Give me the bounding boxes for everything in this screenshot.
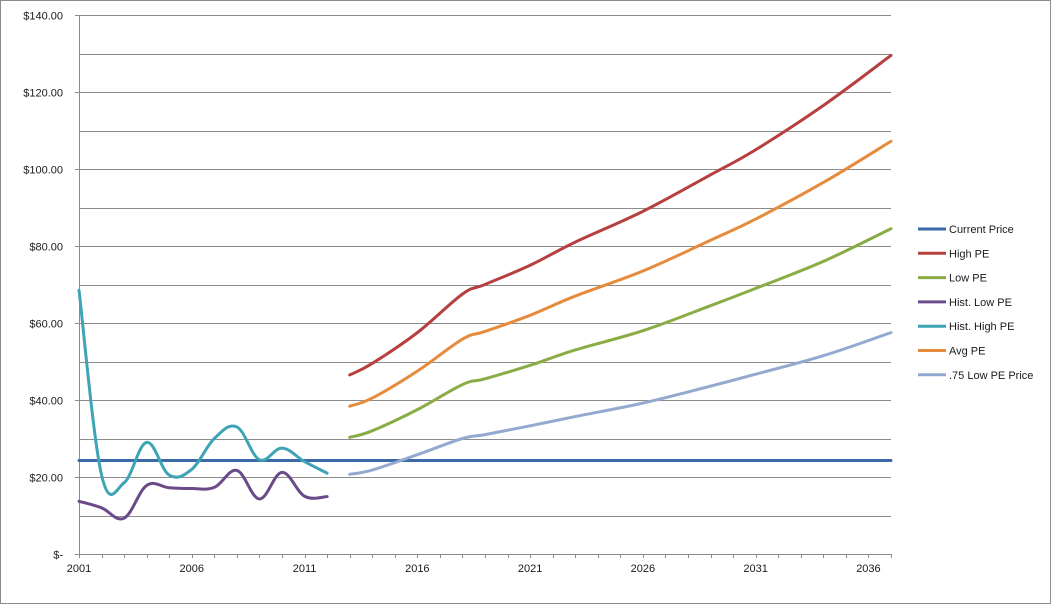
- series-lines: [77, 53, 893, 521]
- legend-entry: Avg PE: [918, 346, 986, 358]
- legend: Current Price High PE Low PE Hist. Low PE Hi…: [918, 224, 1033, 382]
- y-tick-label: $80.00: [29, 242, 63, 254]
- legend-label: Hist. High PE: [949, 321, 1014, 333]
- legend-entry: Current Price: [918, 224, 1014, 236]
- x-tick-label: 2016: [405, 563, 429, 575]
- x-tick-label: 2011: [293, 563, 317, 575]
- legend-entry: Hist. High PE: [918, 321, 1014, 333]
- series-line-low-pe: [348, 227, 893, 439]
- series-line-hist-high-pe: [77, 288, 329, 496]
- series-line-avg-pe: [348, 139, 893, 408]
- y-tick-label: $60.00: [29, 319, 63, 331]
- series-line-hist-low-pe: [77, 468, 329, 521]
- legend-entry: .75 Low PE Price: [918, 370, 1033, 382]
- y-tick-label: $40.00: [29, 396, 63, 408]
- series-line-75-low-pe-price: [348, 331, 893, 476]
- legend-label: High PE: [949, 248, 989, 260]
- x-tick-label: 2031: [743, 563, 767, 575]
- legend-label: Avg PE: [949, 346, 986, 358]
- axes: [75, 15, 892, 558]
- legend-label: Current Price: [949, 224, 1014, 236]
- y-tick-label: $120.00: [23, 88, 63, 100]
- gridlines: [79, 15, 891, 517]
- y-tick-label: $140.00: [23, 11, 63, 23]
- y-tick-label: $-: [53, 550, 63, 562]
- x-tick-label: 2026: [631, 563, 655, 575]
- legend-entry: Hist. Low PE: [918, 297, 1012, 309]
- legend-label: Low PE: [949, 273, 987, 285]
- y-tick-label: $100.00: [23, 165, 63, 177]
- y-tick-label: $20.00: [29, 473, 63, 485]
- legend-entry: High PE: [918, 248, 989, 260]
- x-tick-labels: 2001 2006 2011 2016 2021 2026 2031 2036: [67, 563, 881, 575]
- series-line-high-pe: [348, 53, 893, 377]
- legend-entry: Low PE: [918, 273, 987, 285]
- legend-label: Hist. Low PE: [949, 297, 1012, 309]
- legend-label: .75 Low PE Price: [949, 370, 1033, 382]
- x-tick-label: 2036: [856, 563, 880, 575]
- x-tick-label: 2021: [518, 563, 542, 575]
- x-tick-label: 2001: [67, 563, 91, 575]
- y-tick-labels: $- $20.00 $40.00 $60.00 $80.00 $100.00 $120.00…: [23, 11, 63, 562]
- x-tick-label: 2006: [180, 563, 204, 575]
